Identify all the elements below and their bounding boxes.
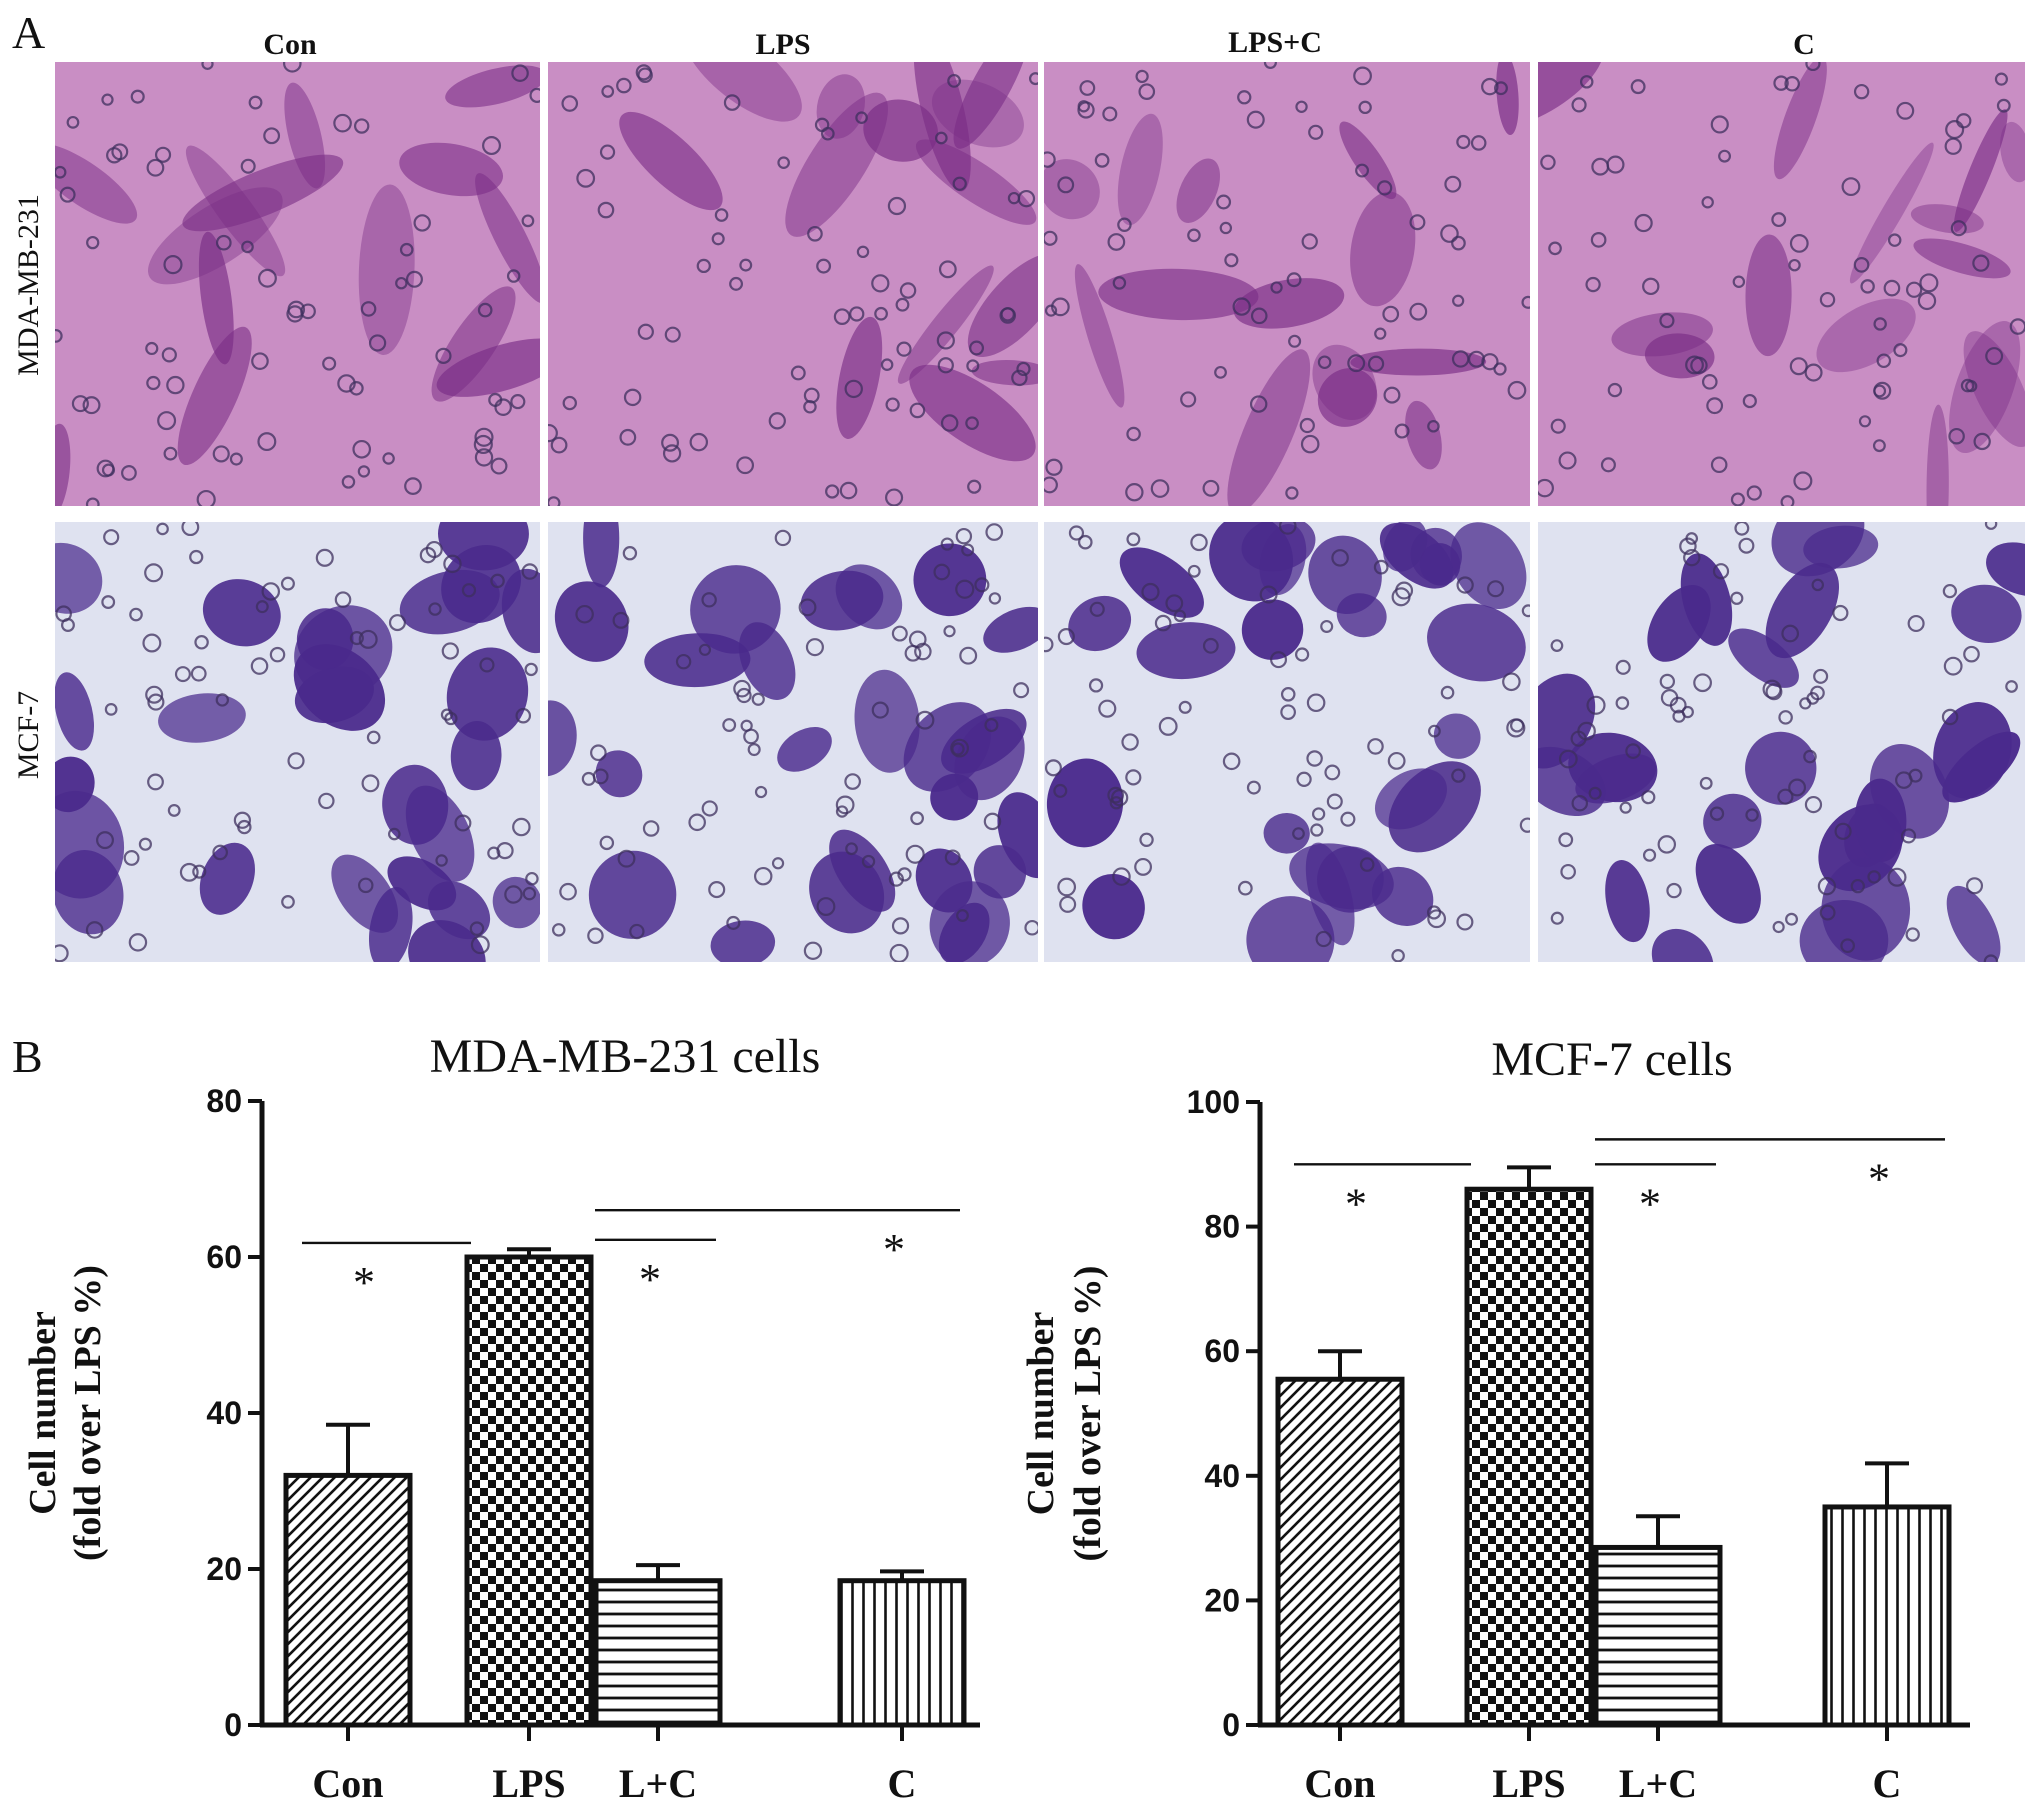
micrograph-mcf-7-c <box>1538 522 2025 962</box>
y-axis-label: Cell number <box>1020 1312 1062 1516</box>
panel-b-letter: B <box>12 1031 43 1082</box>
micrograph-cells <box>1538 62 2025 506</box>
y-tick-label: 80 <box>1204 1209 1240 1245</box>
bar-l-c <box>593 1578 723 1728</box>
x-tick-label-con: Con <box>1304 1761 1375 1806</box>
bar-l-c <box>1593 1544 1723 1728</box>
micrograph-background <box>55 62 540 506</box>
y-tick-label: 0 <box>224 1707 242 1743</box>
column-label-lps-c: LPS+C <box>1228 26 1322 59</box>
row-label-mda-mb-231: MDA-MB-231 <box>12 194 45 376</box>
micrograph-mcf-7-lps <box>548 522 1038 962</box>
x-tick-label-lps: LPS <box>1492 1761 1565 1806</box>
significance-star: * <box>1639 1179 1661 1228</box>
column-label-lps: LPS <box>755 28 810 61</box>
significance-star: * <box>1868 1154 1890 1203</box>
chart-title: MDA-MB-231 cells <box>430 1030 821 1083</box>
x-tick-label-con: Con <box>312 1761 383 1806</box>
micrograph-cells <box>55 522 540 962</box>
column-label-c: C <box>1793 28 1815 61</box>
micrograph-mcf-7-con <box>55 522 540 962</box>
micrograph-mda-mb-231-con <box>55 62 540 506</box>
row-label-mcf-7: MCF-7 <box>12 691 45 779</box>
bar-lps <box>1464 1186 1594 1728</box>
x-tick-label-l-c: L+C <box>1619 1761 1697 1806</box>
y-tick-label: 40 <box>1204 1458 1240 1494</box>
bar-c <box>1822 1504 1952 1728</box>
y-tick-label: 80 <box>206 1083 242 1119</box>
y-tick-label: 20 <box>206 1551 242 1587</box>
panel-a-letter: A <box>12 7 45 58</box>
significance-star: * <box>883 1225 905 1274</box>
y-tick-label: 0 <box>1222 1707 1240 1743</box>
significance-star: * <box>353 1258 375 1307</box>
panel-a: A Con LPS LPS+C C MDA-MB-231 MCF-7 <box>12 7 2025 962</box>
x-tick-label-l-c: L+C <box>619 1761 697 1806</box>
micrograph-mda-mb-231-lps <box>548 62 1038 506</box>
bar-con <box>283 1472 413 1728</box>
chart-mda-mb-231: MDA-MB-231 cells Cell number (fold over LP… <box>22 1030 980 1806</box>
micrograph-cells <box>548 62 1038 506</box>
y-axis-label: Cell number <box>22 1311 64 1515</box>
micrograph-cells <box>548 522 1038 962</box>
y-tick-label: 100 <box>1187 1084 1240 1120</box>
chart-mcf-7: MCF-7 cells Cell number (fold over LPS %) 0… <box>1020 1033 1970 1806</box>
micrograph-mcf-7-lps-c <box>1044 522 1530 962</box>
micrograph-mda-mb-231-lps-c <box>1044 62 1530 506</box>
significance-star: * <box>1345 1179 1367 1228</box>
bar-con <box>1275 1376 1405 1728</box>
y-tick-label: 60 <box>1204 1333 1240 1369</box>
micrograph-mda-mb-231-c <box>1538 62 2025 506</box>
y-tick-label: 40 <box>206 1395 242 1431</box>
micrograph-cells <box>1044 522 1530 962</box>
x-tick-label-c: C <box>1873 1761 1902 1806</box>
micrograph-cells <box>55 62 540 506</box>
y-axis-label: (fold over LPS %) <box>67 1265 109 1561</box>
micrograph-cells <box>1044 62 1530 506</box>
significance-star: * <box>639 1255 661 1304</box>
y-axis-label: (fold over LPS %) <box>1067 1266 1109 1562</box>
x-tick-label-lps: LPS <box>492 1761 565 1806</box>
bar-c <box>837 1578 967 1728</box>
x-tick-label-c: C <box>888 1761 917 1806</box>
y-tick-label: 20 <box>1204 1582 1240 1618</box>
bar-lps <box>464 1254 594 1728</box>
micrograph-cells <box>1538 522 2025 962</box>
chart-title: MCF-7 cells <box>1491 1033 1732 1086</box>
y-tick-label: 60 <box>206 1239 242 1275</box>
column-label-con: Con <box>263 28 317 61</box>
